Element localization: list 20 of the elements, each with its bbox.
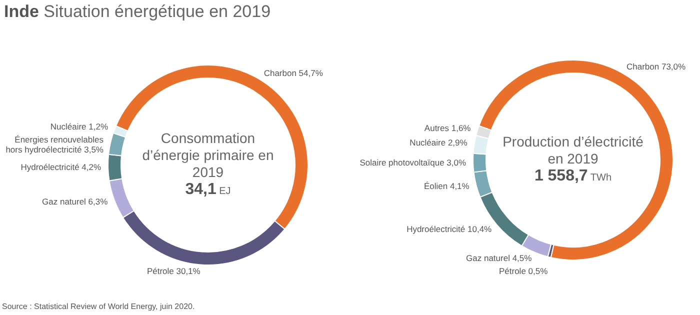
slice-label: Hydroélectricité 4,2% — [20, 162, 102, 172]
slice-label: Pétrole 0,5% — [498, 266, 548, 276]
text: Consommation d’énergie primaire en 2019 — [141, 130, 275, 181]
slice-label: Énergies renouvelables hors hydroélectricité 3,5% — [6, 134, 104, 154]
text: Production d’électricité en 2019 — [502, 134, 644, 168]
slice-label: Autres 1,6% — [424, 122, 472, 133]
text: Inde Situation énergétique en 2019 — [4, 2, 271, 22]
slice-label: Charbon 54,7% — [264, 68, 324, 78]
slice-label: Pétrole 30,1% — [146, 266, 201, 276]
slice-label: Gaz naturel 6,3% — [42, 196, 108, 207]
source-note: Source : Statistical Review of World Energy, juin 2020. — [2, 302, 195, 311]
slice-label: Éolien 4,1% — [424, 180, 470, 191]
text: 1 558,7 TWh — [534, 168, 612, 184]
slice-label: Solaire photovoltaïque 3,0% — [360, 157, 466, 168]
slice-label: Nucléaire 2,9% — [410, 138, 468, 148]
slice-label: Charbon 73,0% — [626, 62, 686, 72]
slice-label: Gaz naturel 4,5% — [466, 253, 532, 264]
text: 34,1 EJ — [185, 181, 231, 198]
slice-label: Hydroélectricité 10,4% — [406, 224, 492, 234]
slice-label: Nucléaire 1,2% — [50, 121, 108, 132]
